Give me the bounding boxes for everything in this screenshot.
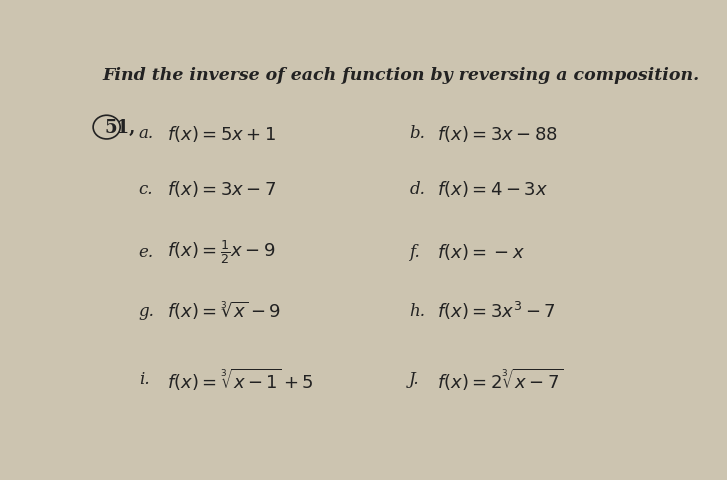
Text: $f(x) = \sqrt[3]{x} - 9$: $f(x) = \sqrt[3]{x} - 9$ bbox=[167, 300, 281, 322]
Text: g.: g. bbox=[139, 302, 155, 319]
Text: e.: e. bbox=[139, 243, 154, 260]
Text: f.: f. bbox=[409, 243, 420, 260]
Text: $f(x) = 3x - 7$: $f(x) = 3x - 7$ bbox=[167, 179, 276, 199]
Text: $f(x) = \sqrt[3]{x - 1} + 5$: $f(x) = \sqrt[3]{x - 1} + 5$ bbox=[167, 366, 313, 392]
Text: $f(x) = 3x - 88$: $f(x) = 3x - 88$ bbox=[438, 123, 558, 144]
Text: $f(x) = 5x + 1$: $f(x) = 5x + 1$ bbox=[167, 123, 276, 144]
Text: $f(x) = 4 - 3x$: $f(x) = 4 - 3x$ bbox=[438, 179, 548, 199]
Text: $f(x) = 3x^3 - 7$: $f(x) = 3x^3 - 7$ bbox=[438, 300, 556, 322]
Text: i.: i. bbox=[139, 371, 149, 388]
Text: J.: J. bbox=[409, 371, 419, 388]
Text: a.: a. bbox=[139, 125, 154, 142]
Text: c.: c. bbox=[139, 180, 153, 197]
Text: 51,: 51, bbox=[105, 119, 137, 137]
Text: $f(x) = -x$: $f(x) = -x$ bbox=[438, 241, 526, 262]
Text: d.: d. bbox=[409, 180, 425, 197]
Text: Find the inverse of each function by reversing a composition.: Find the inverse of each function by rev… bbox=[102, 67, 699, 84]
Text: $f(x) = \frac{1}{2}x - 9$: $f(x) = \frac{1}{2}x - 9$ bbox=[167, 238, 276, 265]
Text: b.: b. bbox=[409, 125, 425, 142]
Text: h.: h. bbox=[409, 302, 425, 319]
Text: $f(x) = 2\sqrt[3]{x - 7}$: $f(x) = 2\sqrt[3]{x - 7}$ bbox=[438, 366, 563, 392]
